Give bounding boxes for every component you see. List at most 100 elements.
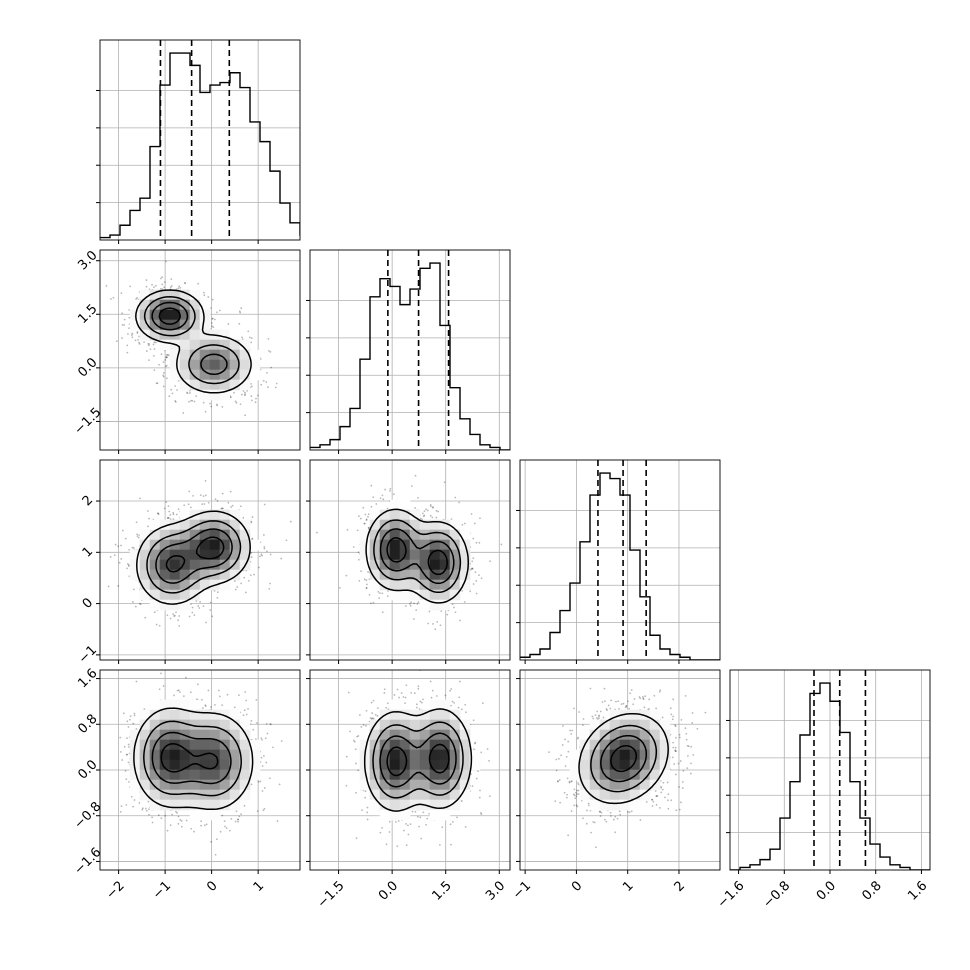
scatter-point	[113, 554, 116, 556]
scatter-point	[154, 341, 157, 344]
density-cell	[389, 529, 401, 541]
scatter-point	[182, 412, 185, 414]
scatter-point	[175, 288, 178, 291]
density-cell	[219, 389, 231, 401]
scatter-point	[436, 621, 439, 623]
scatter-point	[250, 520, 253, 523]
density-cell	[219, 539, 231, 551]
scatter-point	[367, 526, 370, 529]
density-cell	[159, 559, 171, 571]
density-cell	[409, 579, 421, 591]
scatter-point	[229, 490, 232, 493]
scatter-point	[244, 591, 247, 594]
scatter-point	[260, 383, 263, 386]
scatter-point	[213, 589, 216, 592]
scatter-point	[453, 606, 455, 609]
scatter-point	[148, 343, 151, 345]
density-cell	[459, 559, 471, 571]
scatter-point	[474, 571, 477, 574]
scatter-point	[266, 550, 268, 553]
scatter-point	[210, 322, 213, 324]
scatter-point	[218, 309, 221, 312]
density-cell	[219, 529, 231, 541]
scatter-point	[259, 555, 261, 558]
scatter-point	[164, 281, 166, 284]
density-cell	[419, 549, 431, 561]
density-cell	[429, 589, 441, 601]
scatter-point	[458, 501, 461, 504]
density-cell	[189, 349, 201, 361]
scatter-point	[363, 522, 366, 525]
scatter-point	[174, 400, 177, 402]
scatter-point	[187, 503, 190, 506]
histogram-frame	[729, 669, 931, 871]
scatter-point	[176, 389, 178, 391]
scatter-point	[118, 561, 121, 564]
density-cell	[429, 559, 441, 571]
scatter-point	[195, 600, 198, 602]
density-shading	[359, 499, 471, 611]
scatter-point	[161, 288, 164, 291]
scatter-point	[241, 393, 243, 396]
scatter-point	[147, 343, 150, 345]
scatter-point	[202, 495, 205, 498]
density-cell	[199, 559, 211, 571]
scatter-point	[135, 298, 137, 301]
density-cell	[189, 369, 201, 381]
scatter-point	[159, 288, 162, 290]
scatter-point	[167, 517, 169, 519]
scatter-point	[231, 504, 234, 507]
contour-level	[155, 528, 233, 584]
density-cell	[239, 549, 251, 561]
scatter-point	[238, 310, 241, 313]
scatter-point	[172, 613, 175, 615]
density-cell	[239, 539, 251, 551]
density-cell	[129, 559, 141, 571]
scatter-point	[363, 522, 366, 525]
scatter-point	[440, 610, 443, 612]
density-cell	[179, 299, 191, 311]
scatter-point	[191, 606, 194, 609]
histogram-step	[730, 682, 930, 870]
scatter-point	[216, 591, 219, 594]
density-cell	[249, 369, 261, 381]
scatter-point	[128, 327, 130, 330]
scatter-point	[362, 506, 365, 509]
scatter-point	[157, 513, 160, 516]
scatter-point	[105, 284, 108, 287]
scatter-point	[157, 512, 160, 515]
scatter-point	[185, 391, 188, 394]
scatter-point	[392, 493, 395, 496]
scatter-point	[128, 548, 130, 551]
scatter-point	[209, 307, 212, 309]
density-cell	[229, 509, 241, 521]
density-cell	[219, 379, 231, 391]
scatter-point	[269, 553, 272, 556]
scatter-point	[475, 592, 478, 595]
density-cell	[419, 589, 431, 601]
scatter-point	[414, 474, 417, 477]
scatter-point	[126, 351, 129, 354]
density-cell	[209, 359, 221, 371]
density-cell	[229, 359, 241, 371]
scatter-point	[246, 389, 249, 392]
scatter-point	[250, 385, 253, 388]
scatter-point	[389, 487, 392, 490]
scatter-point	[209, 609, 212, 611]
scatter-point	[255, 397, 257, 400]
density-cell	[449, 519, 461, 531]
density-cell	[179, 309, 191, 321]
density-cell	[169, 309, 181, 321]
density-cell	[189, 569, 201, 581]
density-cell	[409, 589, 421, 601]
scatter-point	[470, 513, 473, 515]
scatter-point	[124, 537, 127, 540]
scatter-point	[158, 363, 160, 366]
density-cell	[359, 559, 371, 571]
density-cell	[209, 389, 221, 401]
scatter-point	[244, 393, 246, 396]
density-cell	[199, 369, 211, 381]
density-cell	[389, 549, 401, 561]
scatter-point	[138, 335, 140, 338]
